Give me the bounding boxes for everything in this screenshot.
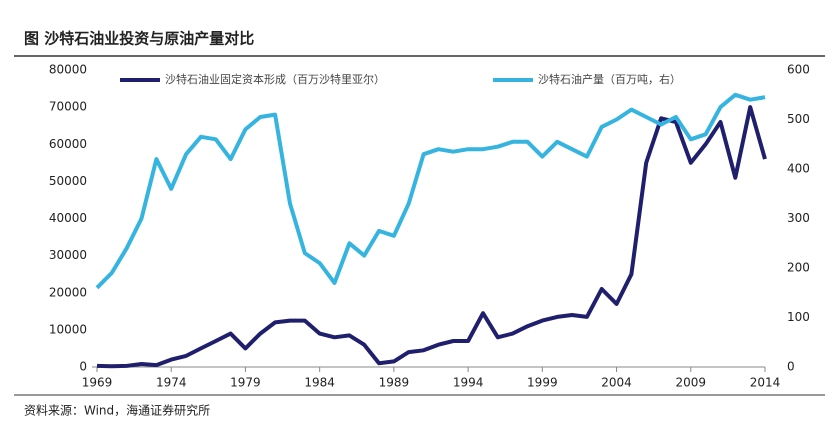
series-line (95, 92, 766, 290)
y2-tick-label: 300 (787, 211, 810, 225)
y2-tick-label: 200 (787, 261, 810, 275)
x-tick-label: 1999 (527, 376, 558, 390)
x-tick-label: 1994 (453, 376, 484, 390)
y-tick-label: 60000 (49, 137, 87, 151)
y2-tick-label: 500 (787, 112, 810, 126)
y-tick-label: 10000 (49, 322, 87, 336)
y2-tick-label: 100 (787, 310, 810, 324)
x-tick-label: 1984 (304, 376, 335, 390)
y2-tick-label: 0 (787, 360, 795, 374)
y-tick-label: 50000 (49, 174, 87, 188)
legend-label: 沙特石油产量（百万吨，右） (538, 72, 681, 86)
legend-label: 沙特石油业固定资本形成（百万沙特里亚尔） (165, 72, 385, 86)
y-tick-label: 70000 (49, 100, 87, 114)
y-tick-label: 80000 (49, 63, 87, 77)
x-tick-label: 2014 (750, 376, 781, 390)
x-tick-label: 1969 (82, 376, 113, 390)
x-tick-label: 1979 (230, 376, 261, 390)
y-tick-label: 30000 (49, 248, 87, 262)
y-tick-label: 20000 (49, 285, 87, 299)
y2-tick-label: 600 (787, 63, 810, 77)
y-tick-label: 0 (79, 360, 87, 374)
chart-title: 图 沙特石油业投资与原油产量对比 (24, 30, 254, 48)
x-tick-label: 1989 (379, 376, 410, 390)
x-tick-label: 1974 (156, 376, 187, 390)
series-line (96, 105, 767, 369)
x-tick-label: 2009 (676, 376, 707, 390)
y2-tick-label: 400 (787, 162, 810, 176)
source: 资料来源：Wind，海通证券研究所 (24, 403, 210, 418)
x-tick-label: 2004 (601, 376, 632, 390)
y-tick-label: 40000 (49, 211, 87, 225)
